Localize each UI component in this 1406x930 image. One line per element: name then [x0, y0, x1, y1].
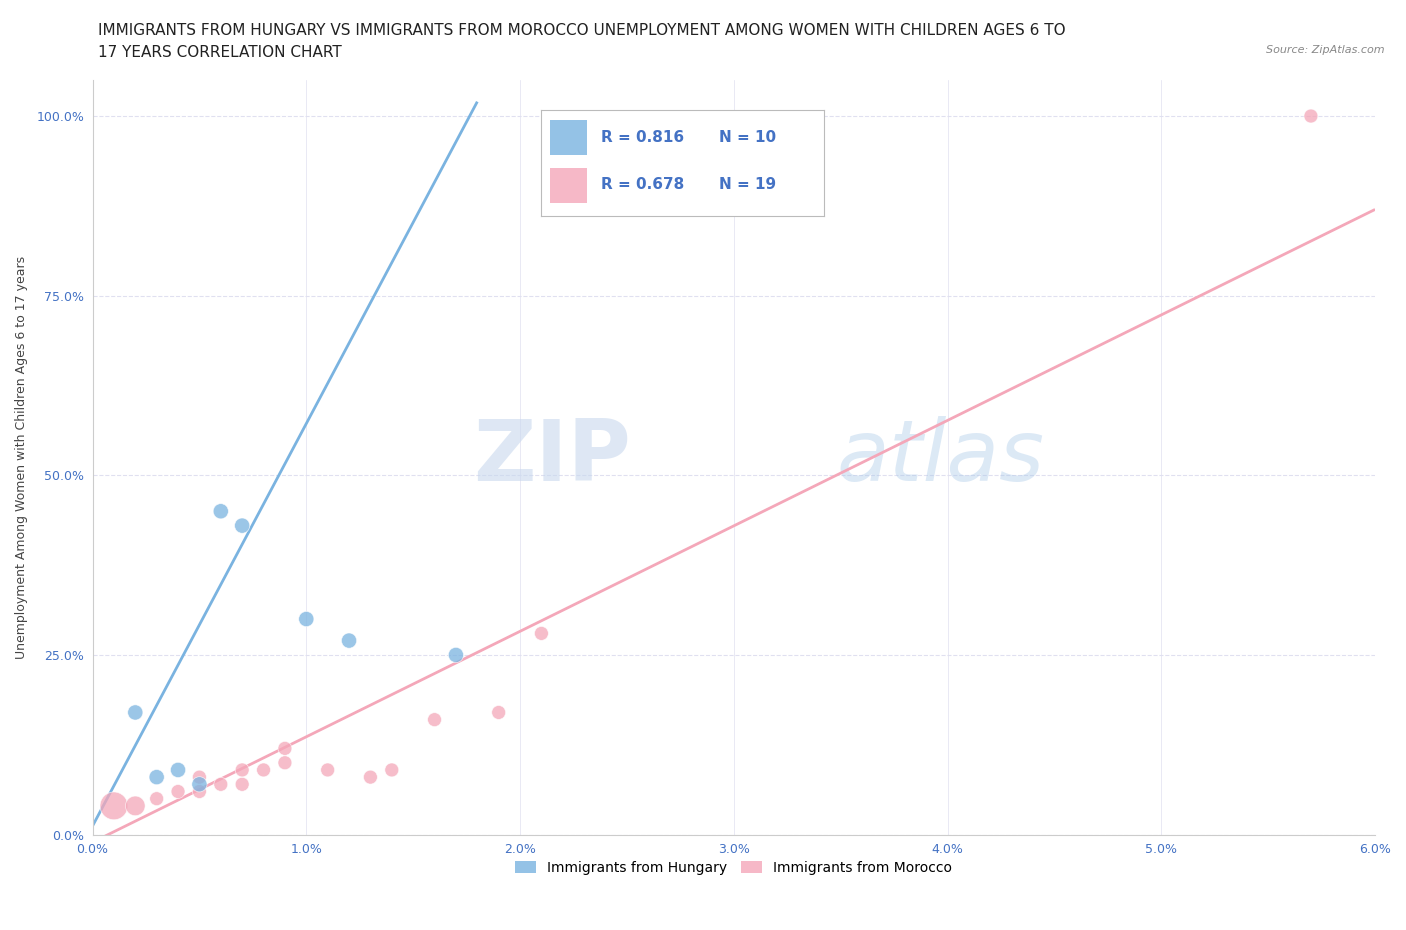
Text: atlas: atlas: [837, 416, 1045, 498]
Text: IMMIGRANTS FROM HUNGARY VS IMMIGRANTS FROM MOROCCO UNEMPLOYMENT AMONG WOMEN WITH: IMMIGRANTS FROM HUNGARY VS IMMIGRANTS FR…: [98, 23, 1066, 38]
Legend: Immigrants from Hungary, Immigrants from Morocco: Immigrants from Hungary, Immigrants from…: [510, 856, 957, 881]
Point: [231, 763, 253, 777]
Point: [188, 770, 211, 785]
Point: [231, 518, 253, 533]
Point: [209, 777, 232, 791]
Point: [316, 763, 339, 777]
Point: [274, 741, 297, 756]
Text: Source: ZipAtlas.com: Source: ZipAtlas.com: [1267, 45, 1385, 55]
Point: [124, 705, 146, 720]
Point: [188, 777, 211, 791]
Point: [209, 504, 232, 519]
Point: [231, 777, 253, 791]
Point: [145, 791, 167, 806]
Point: [167, 784, 190, 799]
Point: [295, 612, 318, 627]
Point: [381, 763, 404, 777]
Point: [530, 626, 553, 641]
Text: 17 YEARS CORRELATION CHART: 17 YEARS CORRELATION CHART: [98, 45, 342, 60]
Point: [167, 763, 190, 777]
Point: [337, 633, 360, 648]
Point: [188, 784, 211, 799]
Point: [252, 763, 274, 777]
Point: [145, 770, 167, 785]
Point: [124, 799, 146, 814]
Point: [359, 770, 381, 785]
Point: [103, 799, 125, 814]
Y-axis label: Unemployment Among Women with Children Ages 6 to 17 years: Unemployment Among Women with Children A…: [15, 256, 28, 659]
Text: ZIP: ZIP: [474, 416, 631, 498]
Point: [444, 647, 467, 662]
Point: [1299, 109, 1322, 124]
Point: [274, 755, 297, 770]
Point: [488, 705, 510, 720]
Point: [723, 166, 745, 181]
Point: [423, 712, 446, 727]
